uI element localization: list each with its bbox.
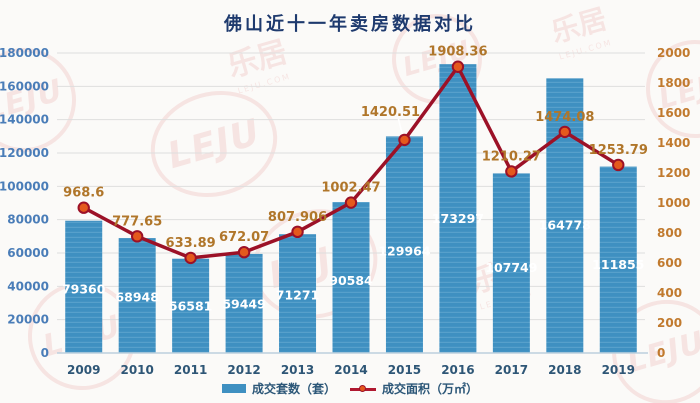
- left-axis-tick: 60000: [7, 246, 49, 260]
- right-axis-tick: 0: [657, 346, 665, 360]
- bar: [279, 234, 317, 353]
- line-point-marker: [130, 230, 144, 243]
- left-axis-tick: 120000: [0, 146, 49, 160]
- left-axis-tick: 0: [41, 346, 49, 360]
- right-axis-tick: 400: [657, 286, 682, 300]
- chart-legend: 成交套数（套） 成交面积（万㎡）: [0, 380, 700, 397]
- left-axis-tick: 80000: [7, 213, 49, 227]
- left-axis-tick: 20000: [7, 313, 49, 327]
- line-value-label: 1908.36: [428, 45, 487, 60]
- line-point-marker: [612, 158, 625, 172]
- bar-value-label: 164778: [539, 217, 591, 232]
- bar: [599, 166, 637, 353]
- left-axis-tick: 140000: [0, 113, 49, 127]
- line-point-marker: [291, 225, 304, 239]
- line-value-label: 1002.47: [321, 181, 380, 196]
- left-axis-tick: 100000: [0, 179, 49, 193]
- line-point-marker: [451, 60, 465, 73]
- legend-line-label: 成交面积（万㎡）: [382, 382, 479, 396]
- bar-value-label: 111855: [592, 257, 644, 272]
- x-axis-label: 2016: [441, 363, 474, 377]
- line-point-marker: [237, 245, 251, 259]
- x-axis-label: 2011: [174, 363, 207, 377]
- x-axis-label: 2015: [388, 363, 421, 377]
- bar: [439, 64, 477, 354]
- bar-value-label: 173297: [432, 211, 484, 226]
- bar: [225, 253, 263, 353]
- line-series-swatch: [350, 384, 376, 393]
- legend-bars-label: 成交套数（套）: [251, 382, 336, 396]
- line-value-label: 633.89: [166, 236, 216, 251]
- x-axis-label: 2018: [548, 363, 581, 377]
- line-value-label: 672.07: [219, 230, 269, 245]
- right-axis-tick: 1200: [657, 166, 690, 180]
- legend-item-bars: 成交套数（套）: [221, 380, 336, 397]
- right-axis-tick: 800: [657, 226, 682, 240]
- line-point-marker: [558, 125, 572, 139]
- x-axis-label: 2019: [602, 363, 635, 377]
- bar-value-label: 59449: [222, 296, 266, 311]
- right-axis-tick: 1000: [657, 196, 690, 210]
- line-value-label: 1210.27: [482, 149, 541, 164]
- bar: [546, 78, 584, 353]
- bar: [332, 202, 370, 353]
- left-axis-tick: 160000: [0, 79, 49, 93]
- x-axis-label: 2014: [334, 363, 367, 377]
- line-point-marker: [77, 201, 90, 214]
- bar: [385, 136, 423, 353]
- bar-value-label: 56581: [169, 299, 213, 314]
- label-leader-line: [397, 118, 404, 136]
- bar: [172, 258, 210, 353]
- right-axis-tick: 1400: [657, 136, 690, 150]
- bar: [118, 238, 156, 353]
- bar-value-label: 129964: [378, 244, 430, 259]
- left-axis-tick: 40000: [7, 279, 49, 293]
- x-axis-label: 2009: [67, 363, 100, 377]
- line-point-marker: [505, 165, 518, 178]
- left-axis-tick: 180000: [0, 46, 49, 60]
- line-value-label: 777.65: [112, 214, 162, 229]
- x-axis-label: 2013: [281, 363, 314, 377]
- bar-value-label: 79360: [62, 281, 106, 296]
- line-value-label: 1420.51: [361, 105, 420, 120]
- bar-value-label: 107749: [485, 260, 537, 275]
- line-point-marker: [184, 251, 197, 265]
- right-axis-tick: 1800: [657, 76, 690, 90]
- bar-series-swatch: [221, 384, 246, 393]
- chart-title: 佛山近十一年卖房数据对比: [224, 14, 476, 35]
- right-axis-tick: 200: [657, 316, 682, 330]
- bar-value-label: 71271: [276, 288, 320, 303]
- right-axis-tick: 600: [657, 256, 682, 270]
- right-axis-tick: 1600: [657, 106, 690, 120]
- line-value-label: 1474.08: [535, 110, 594, 125]
- line-point-marker: [344, 196, 358, 209]
- line-point-marker: [398, 133, 411, 147]
- x-axis-label: 2010: [120, 363, 153, 377]
- x-axis-label: 2017: [495, 363, 528, 377]
- legend-item-line: 成交面积（万㎡）: [350, 380, 478, 397]
- bar: [492, 173, 530, 353]
- bar-value-label: 90584: [329, 273, 373, 288]
- combo-chart-svg: 0200004000060000800001000001200001400001…: [0, 45, 690, 377]
- right-axis-tick: 2000: [657, 46, 690, 60]
- bar: [65, 220, 103, 353]
- line-value-label: 968.6: [63, 186, 104, 201]
- line-value-label: 807.906: [268, 210, 327, 225]
- line-value-label: 1253.79: [589, 143, 648, 158]
- x-axis-label: 2012: [227, 363, 260, 377]
- bar-value-label: 68948: [115, 289, 159, 304]
